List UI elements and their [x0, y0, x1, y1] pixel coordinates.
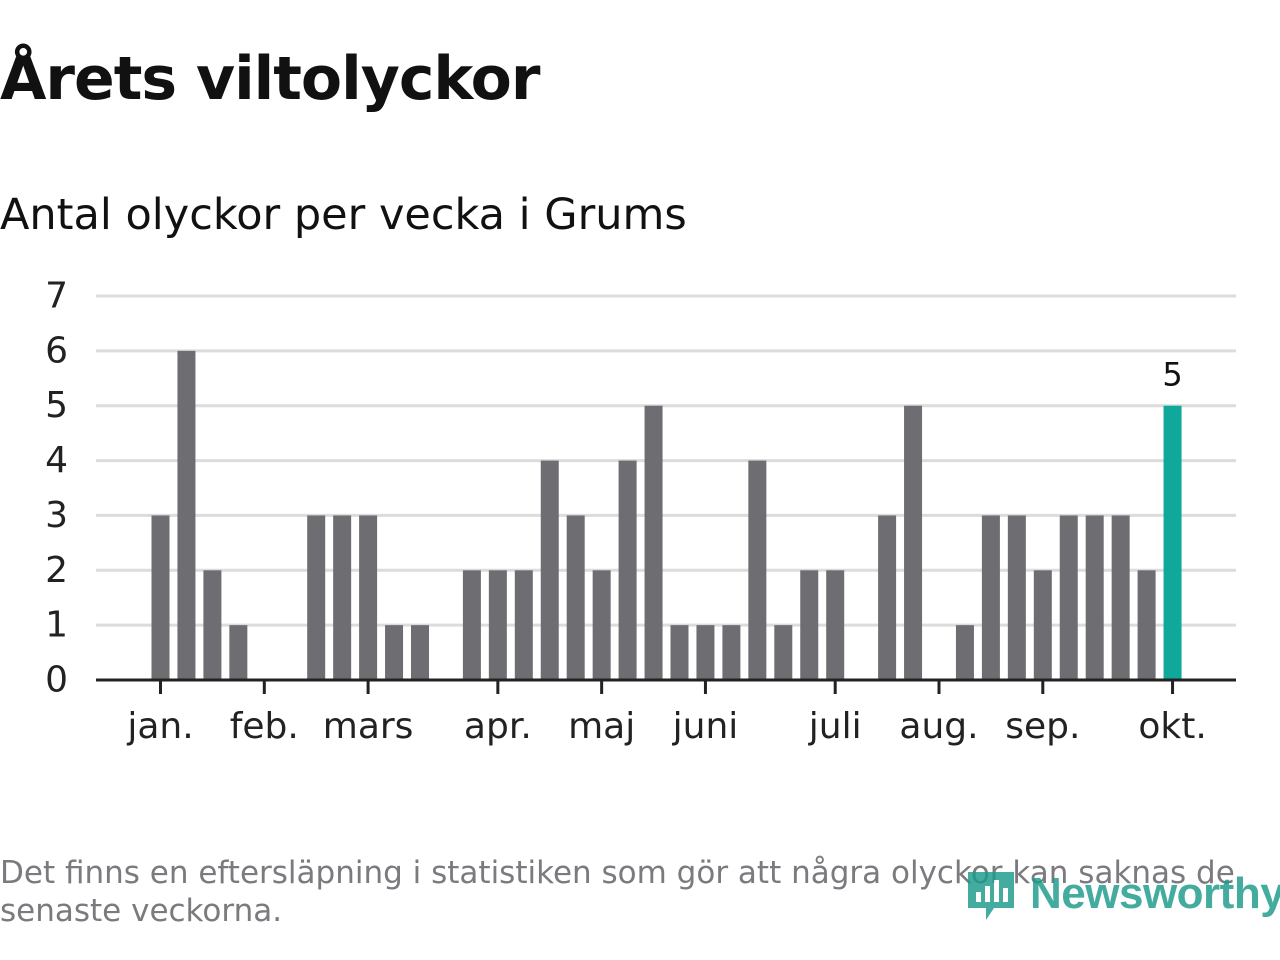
- y-tick-label: 1: [45, 605, 68, 646]
- data-labels: 5: [1162, 356, 1182, 394]
- bar: [981, 515, 1000, 680]
- bar: [566, 515, 585, 680]
- x-tick-label: aug.: [899, 706, 978, 747]
- bar: [748, 460, 767, 680]
- bar: [1085, 515, 1104, 680]
- data-label: 5: [1162, 356, 1182, 394]
- bar: [1007, 515, 1026, 680]
- bar: [203, 570, 222, 680]
- y-tick-label: 0: [45, 660, 68, 701]
- bar: [618, 460, 637, 680]
- bar: [722, 625, 741, 680]
- chart-title: Årets viltolyckor: [0, 44, 540, 114]
- newsworthy-logo-icon: [968, 872, 1014, 920]
- bar: [826, 570, 845, 680]
- brand-name: Newsworthy: [1030, 869, 1280, 918]
- bar: [385, 625, 404, 680]
- bar: [1059, 515, 1078, 680]
- bar: [1111, 515, 1130, 680]
- bars: [151, 350, 1182, 680]
- chart-subtitle: Antal olyckor per vecka i Grums: [0, 190, 687, 240]
- bar: [177, 350, 196, 680]
- bar: [1137, 570, 1156, 680]
- brand-logo: Newsworthy: [964, 862, 1280, 926]
- bar: [800, 570, 819, 680]
- bar: [592, 570, 611, 680]
- bar: [955, 625, 974, 680]
- bar: [514, 570, 533, 680]
- y-tick-label: 7: [45, 276, 68, 317]
- bar: [307, 515, 326, 680]
- y-tick-label: 6: [45, 330, 68, 371]
- bar: [904, 405, 923, 680]
- bar: [774, 625, 793, 680]
- x-axis-tick-labels: jan. feb. mars apr. maj juni juli aug. sep. okt.: [126, 706, 1206, 747]
- bar: [878, 515, 897, 680]
- x-axis: [96, 678, 1236, 694]
- x-tick-label: maj: [568, 706, 635, 747]
- x-tick-label: feb.: [230, 706, 299, 747]
- bar: [488, 570, 507, 680]
- x-tick-label: sep.: [1005, 706, 1080, 747]
- footnote: Det finns en eftersläpning i statistiken…: [0, 855, 1235, 929]
- bar: [1033, 570, 1052, 680]
- bar: [411, 625, 429, 680]
- gridlines: [96, 294, 1236, 627]
- bar: [540, 460, 559, 680]
- bar: [151, 515, 170, 680]
- x-tick-label: juli: [808, 706, 862, 747]
- bar-chart: 0 1 2 3 4 5 6 7 jan. feb. mars apr. maj juni juli aug.…: [45, 276, 1236, 747]
- y-tick-label: 2: [45, 550, 68, 591]
- x-tick-label: mars: [323, 706, 414, 747]
- bar: [644, 405, 663, 680]
- bar: [670, 625, 689, 680]
- y-tick-label: 3: [45, 495, 68, 536]
- bar: [333, 515, 352, 680]
- x-tick-label: apr.: [464, 706, 532, 747]
- y-axis-tick-labels: 0 1 2 3 4 5 6 7: [45, 276, 68, 701]
- bar: [462, 570, 481, 680]
- bar-highlighted: [1163, 405, 1182, 680]
- x-tick-label: jan.: [126, 706, 193, 747]
- x-tick-label: okt.: [1138, 706, 1206, 747]
- bar: [696, 625, 715, 680]
- x-tick-label: juni: [672, 706, 739, 747]
- bar: [229, 625, 248, 680]
- y-tick-label: 5: [45, 385, 68, 426]
- y-tick-label: 4: [45, 440, 68, 481]
- bar: [359, 515, 378, 680]
